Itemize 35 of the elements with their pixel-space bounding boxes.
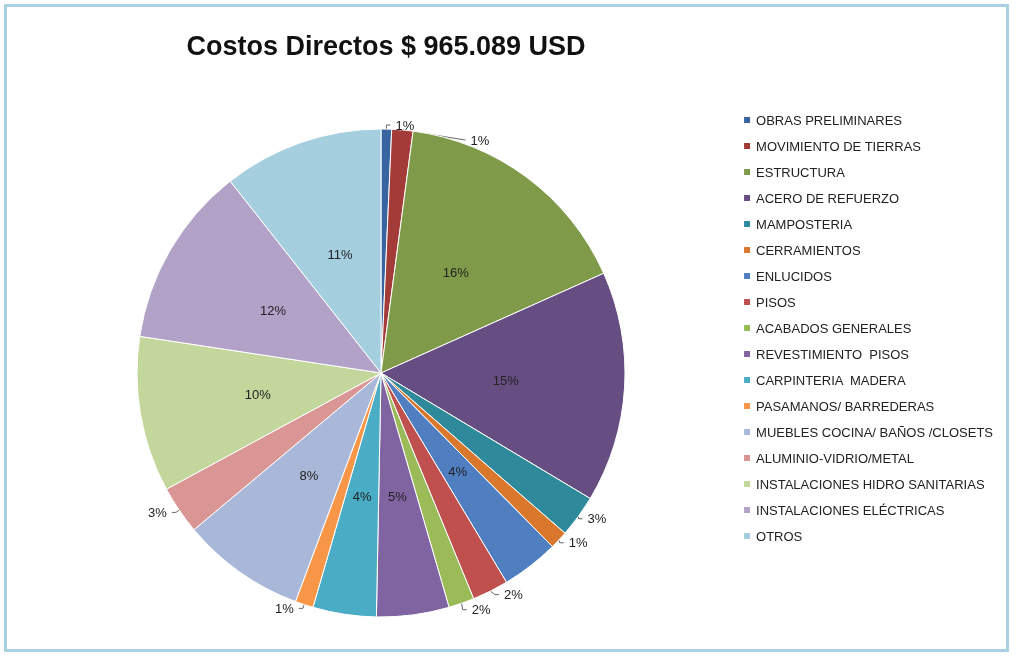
data-label: 2%: [471, 602, 492, 618]
legend-label: ENLUCIDOS: [756, 268, 833, 284]
legend-label: ESTRUCTURA: [756, 164, 846, 180]
legend-label: CERRAMIENTOS: [756, 242, 861, 258]
data-label: 1%: [275, 600, 295, 616]
data-label: 1%: [395, 117, 415, 133]
data-label: 4%: [352, 489, 373, 505]
data-label: 10%: [244, 386, 272, 402]
data-label: 1%: [568, 535, 588, 551]
legend-label: PASAMANOS/ BARREDERAS: [756, 398, 935, 414]
data-label: 4%: [448, 464, 468, 480]
chart-title: Costos Directos $ 965.089 USD: [186, 30, 586, 61]
data-label: 1%: [470, 132, 490, 148]
legend-label: ACABADOS GENERALES: [756, 320, 912, 336]
legend-label: OTROS: [756, 528, 803, 544]
legend-label: ACERO DE REFUERZO: [756, 190, 900, 206]
legend-label: PISOS: [756, 294, 797, 310]
data-label: 11%: [327, 247, 354, 263]
data-label: 2%: [503, 587, 524, 603]
data-label: 5%: [388, 489, 408, 505]
data-label: 15%: [492, 372, 520, 388]
legend-label: MAMPOSTERIA: [756, 216, 853, 232]
legend-label: MUEBLES COCINA/ BAÑOS /CLOSETS: [756, 424, 994, 440]
data-label: 8%: [299, 467, 319, 483]
legend-label: MOVIMIENTO DE TIERRAS: [756, 138, 922, 154]
legend-label: INSTALACIONES ELÉCTRICAS: [756, 502, 945, 518]
data-label: 3%: [587, 511, 607, 527]
legend-label: INSTALACIONES HIDRO SANITARIAS: [756, 476, 985, 492]
data-label: 12%: [259, 302, 287, 318]
data-label: 16%: [442, 265, 470, 281]
data-label: 3%: [148, 504, 168, 520]
legend-label: OBRAS PRELIMINARES: [756, 112, 903, 128]
legend-label: ALUMINIO-VIDRIO/METAL: [756, 450, 915, 466]
legend-label: CARPINTERIA MADERA: [756, 372, 906, 388]
legend-label: REVESTIMIENTO PISOS: [756, 346, 910, 362]
